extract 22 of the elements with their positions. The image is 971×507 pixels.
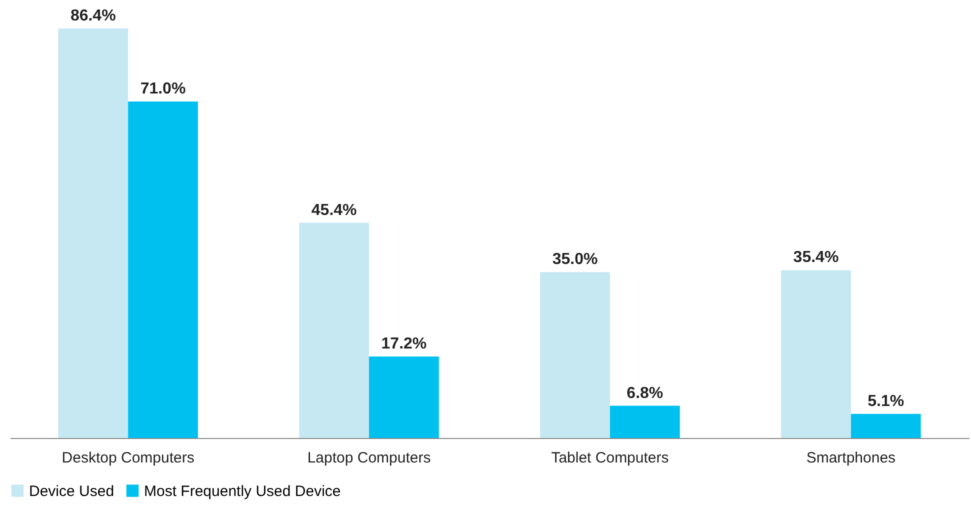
bar — [58, 28, 128, 438]
bar — [299, 222, 370, 438]
bar — [369, 356, 439, 438]
legend-label: Most Frequently Used Device — [144, 482, 341, 500]
x-tick-label: Smartphones — [806, 450, 896, 466]
data-label: 35.4% — [793, 249, 839, 266]
data-label: 71.0% — [140, 80, 186, 98]
bar — [781, 270, 851, 438]
data-label: 17.2% — [381, 335, 427, 352]
bar — [850, 414, 921, 438]
bar — [610, 406, 680, 438]
legend-label: Device Used — [29, 482, 114, 500]
data-label: 45.4% — [311, 202, 357, 219]
bar — [128, 101, 198, 438]
bar — [540, 272, 610, 438]
x-tick-label: Desktop Computers — [62, 450, 194, 466]
data-label: 5.1% — [868, 392, 904, 410]
data-label: 86.4% — [70, 7, 116, 24]
x-tick-label: Tablet Computers — [551, 450, 669, 466]
data-label: 35.0% — [552, 251, 598, 268]
data-label: 6.8% — [626, 384, 664, 402]
x-tick-label: Laptop Computers — [307, 450, 431, 466]
